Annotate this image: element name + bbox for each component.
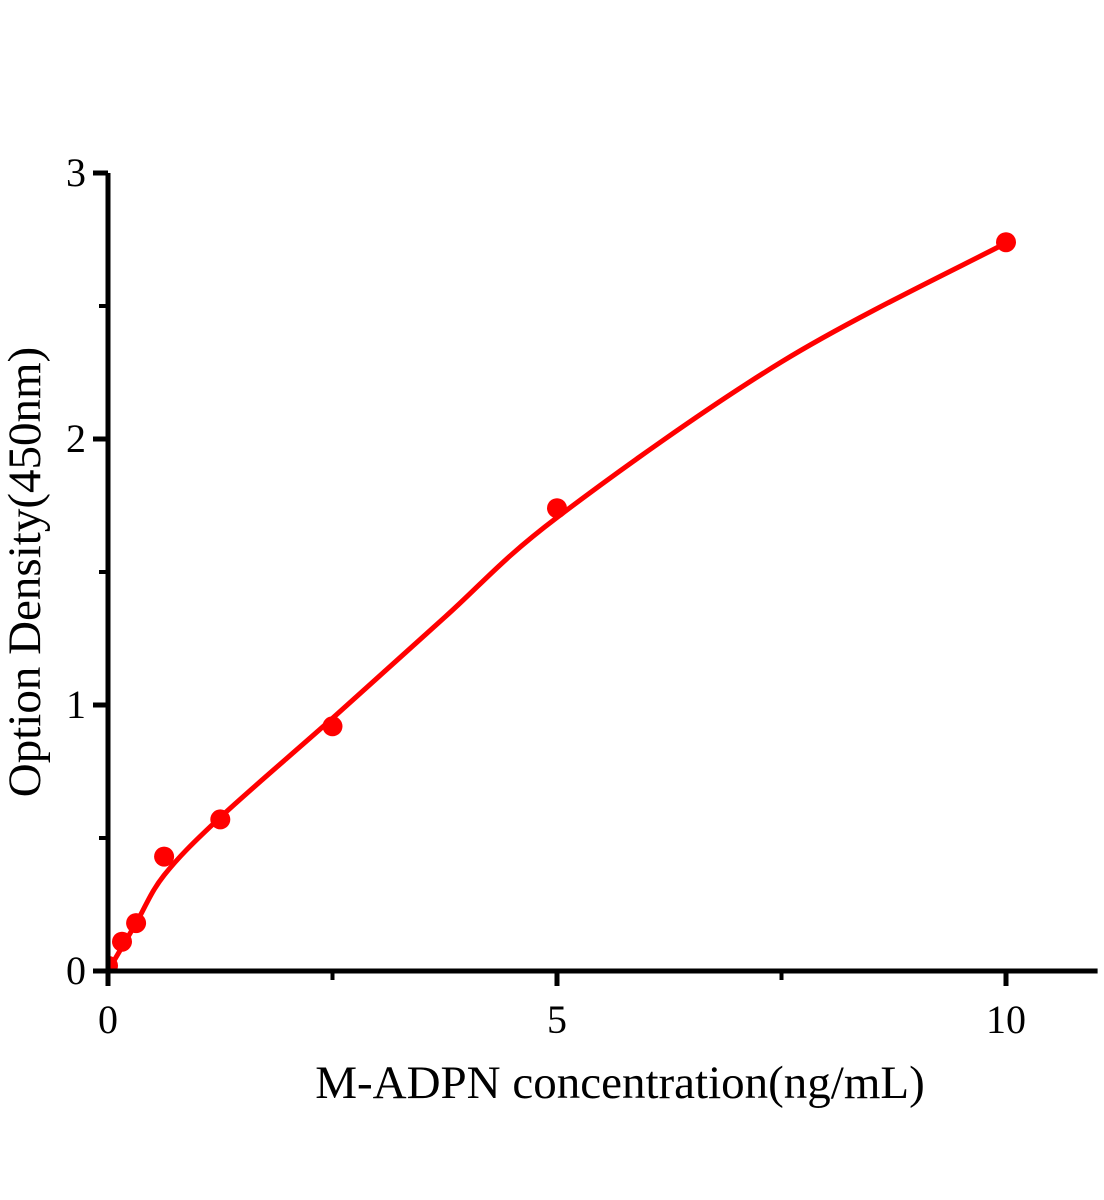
data-point bbox=[996, 232, 1016, 253]
x-tick-label: 0 bbox=[98, 997, 118, 1042]
y-axis-title: Option Density(450nm) bbox=[0, 347, 51, 797]
y-tick-label: 0 bbox=[66, 948, 86, 993]
y-tick-label: 1 bbox=[66, 682, 86, 727]
data-point bbox=[322, 716, 343, 737]
fit-curve bbox=[108, 240, 1009, 971]
data-point bbox=[154, 846, 175, 867]
axes-layer: 0 5 10 0 1 2 3 bbox=[66, 150, 1098, 1042]
x-tick-label: 5 bbox=[547, 997, 567, 1042]
data-point bbox=[547, 498, 567, 519]
y-tick-label: 2 bbox=[66, 416, 86, 461]
x-tick-label: 10 bbox=[986, 997, 1026, 1042]
y-tick-label: 3 bbox=[66, 150, 86, 195]
data-layer bbox=[108, 232, 1016, 971]
data-point bbox=[126, 913, 147, 934]
x-axis-title: M-ADPN concentration(ng/mL) bbox=[315, 1057, 925, 1109]
data-point bbox=[210, 809, 231, 830]
data-point bbox=[112, 931, 132, 952]
